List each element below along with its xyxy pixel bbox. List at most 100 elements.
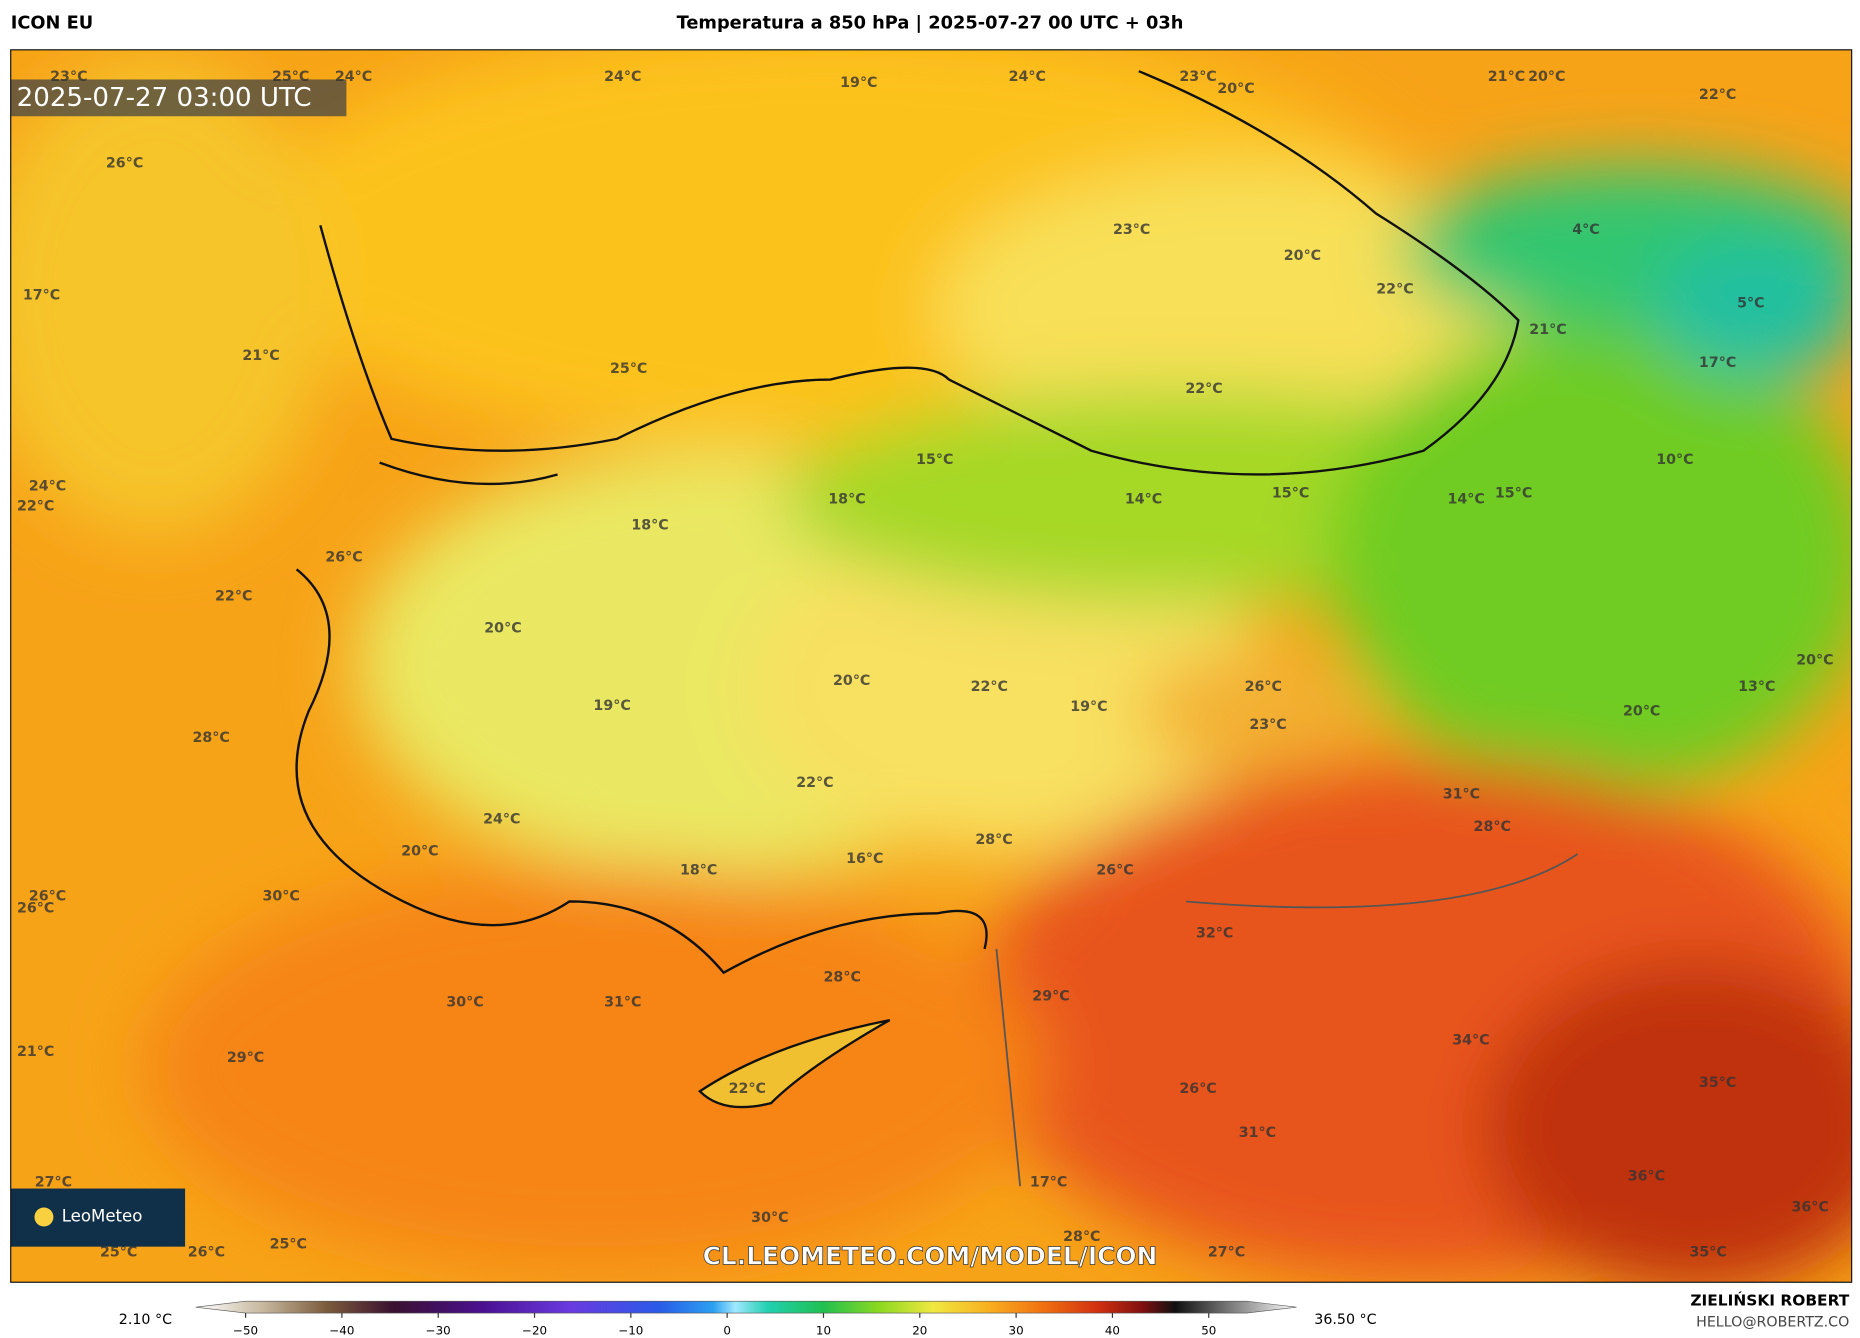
temperature-label: 31°C (1443, 787, 1480, 803)
temperature-label: 20°C (1796, 653, 1833, 669)
email: HELLO@ROBERTZ.CO (1696, 1315, 1849, 1331)
temperature-label: 24°C (1009, 69, 1046, 85)
temperature-label: 19°C (840, 75, 877, 91)
temperature-label: 22°C (796, 775, 833, 791)
temperature-label: 26°C (188, 1245, 225, 1261)
colorbar-tick-label: 10 (816, 1323, 831, 1337)
temperature-label: 21°C (242, 348, 279, 364)
temperature-label: 31°C (604, 994, 641, 1010)
temperature-label: 25°C (270, 1236, 307, 1252)
temperature-label: 35°C (1699, 1075, 1736, 1091)
temperature-label: 5°C (1737, 296, 1764, 312)
temperature-label: 26°C (17, 901, 54, 917)
temperature-label: 23°C (1179, 69, 1216, 85)
temperature-label: 26°C (29, 889, 66, 905)
colorbar-tick-label: −40 (329, 1323, 354, 1337)
colorbar-tick-label: −10 (618, 1323, 643, 1337)
timestamp: 2025-07-27 03:00 UTC (17, 83, 312, 113)
colorbar-tick-label: −50 (233, 1323, 258, 1337)
temperature-label: 23°C (1113, 222, 1150, 238)
temperature-label: 26°C (1245, 679, 1282, 695)
temperature-label: 18°C (631, 517, 668, 533)
colorbar-tick-label: 40 (1105, 1323, 1120, 1337)
temperature-label: 28°C (193, 730, 230, 746)
temperature-label: 16°C (846, 851, 883, 867)
temperature-label: 18°C (828, 491, 865, 507)
temperature-label: 26°C (1096, 863, 1133, 879)
temperature-label: 34°C (1452, 1032, 1489, 1048)
temperature-label: 4°C (1572, 222, 1599, 238)
temperature-label: 24°C (29, 478, 66, 494)
temperature-label: 30°C (262, 889, 299, 905)
logo: LeoMeteo (62, 1207, 143, 1226)
map: 2025-07-27 03:00 UTC 23°C 25°C 24°C 24°C 19°… (10, 49, 1852, 1283)
colorbar-tick-label: 50 (1201, 1323, 1216, 1337)
temperature-label: 14°C (1125, 491, 1162, 507)
temperature-label: 26°C (106, 156, 143, 172)
temperature-label: 20°C (833, 673, 870, 689)
temperature-label: 15°C (916, 452, 953, 468)
temperature-label: 24°C (335, 69, 372, 85)
temperature-label: 28°C (1063, 1229, 1100, 1245)
temperature-label: 23°C (50, 69, 87, 85)
temperature-label: 29°C (227, 1050, 264, 1066)
temperature-label: 13°C (1738, 679, 1775, 695)
colorbar-tick-label: −30 (426, 1323, 451, 1337)
temperature-label: 20°C (484, 621, 521, 637)
temperature-label: 19°C (1070, 699, 1107, 715)
temperature-label: 27°C (35, 1175, 72, 1191)
colorbar-tick-label: 0 (723, 1323, 731, 1337)
colorbar-max: 36.50 °C (1314, 1312, 1376, 1328)
temperature-label: 25°C (272, 69, 309, 85)
model-name: ICON EU (11, 13, 93, 34)
temperature-label: 28°C (824, 969, 861, 985)
temperature-label: 20°C (401, 844, 438, 860)
temperature-label: 15°C (1272, 485, 1309, 501)
temperature-label: 25°C (610, 361, 647, 377)
temperature-label: 28°C (1474, 819, 1511, 835)
temperature-label: 25°C (100, 1245, 137, 1261)
temperature-label: 20°C (1623, 704, 1660, 720)
temperature-label: 30°C (446, 994, 483, 1010)
temperature-label: 22°C (971, 679, 1008, 695)
map-title: Temperatura a 850 hPa | 2025-07-27 00 UT… (677, 13, 1184, 34)
temperature-label: 20°C (1528, 69, 1565, 85)
temperature-label: 26°C (325, 550, 362, 566)
temperature-label: 21°C (1488, 69, 1525, 85)
temperature-label: 17°C (23, 287, 60, 303)
temperature-label: 20°C (1284, 248, 1321, 264)
temperature-label: 20°C (1217, 81, 1254, 97)
temperature-label: 24°C (483, 812, 520, 828)
author: ZIELIŃSKI ROBERT (1690, 1291, 1849, 1310)
temperature-label: 17°C (1699, 355, 1736, 371)
colorbar-tick-label: 20 (912, 1323, 927, 1337)
temperature-label: 15°C (1495, 485, 1532, 501)
colorbar-tick-label: 30 (1009, 1323, 1024, 1337)
temperature-label: 21°C (17, 1044, 54, 1060)
temperature-label: 35°C (1689, 1245, 1726, 1261)
temperature-label: 29°C (1032, 988, 1069, 1004)
temperature-label: 36°C (1628, 1169, 1665, 1185)
temperature-label: 22°C (1699, 87, 1736, 103)
temperature-label: 22°C (1376, 281, 1413, 297)
temperature-label: 26°C (1179, 1081, 1216, 1097)
temperature-label: 14°C (1447, 491, 1484, 507)
temperature-label: 17°C (1030, 1175, 1067, 1191)
colorbar (195, 1300, 1297, 1314)
temperature-label: 22°C (215, 589, 252, 605)
temperature-label: 21°C (1529, 322, 1566, 338)
temperature-label: 19°C (593, 698, 630, 714)
temperature-label: 18°C (680, 863, 717, 879)
temperature-label: 23°C (1249, 717, 1286, 733)
temperature-label: 28°C (975, 832, 1012, 848)
temperature-label: 31°C (1239, 1125, 1276, 1141)
temperature-label: 24°C (604, 69, 641, 85)
temperature-label: 30°C (751, 1210, 788, 1226)
temperature-label: 32°C (1196, 926, 1233, 942)
watermark: CL.LEOMETEO.COM/MODEL/ICON (703, 1241, 1158, 1270)
temperature-label: 22°C (729, 1081, 766, 1097)
temperature-label: 27°C (1208, 1245, 1245, 1261)
colorbar-min: 2.10 °C (119, 1312, 172, 1328)
